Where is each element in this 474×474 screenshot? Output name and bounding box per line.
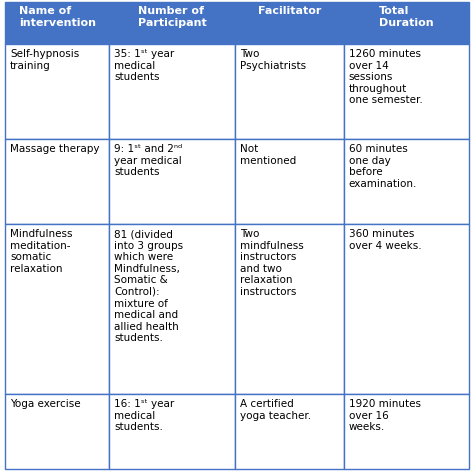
Text: Massage therapy: Massage therapy [10,144,100,154]
Bar [5,394,109,469]
Bar [235,139,344,224]
Bar [235,44,344,139]
Text: Two
mindfulness
instructors
and two
relaxation
instructors: Two mindfulness instructors and two rela… [240,229,303,297]
Bar [5,44,109,139]
Text: Facilitator: Facilitator [257,6,321,16]
Bar [344,2,469,44]
Text: Mindfulness
meditation-
somatic
relaxation: Mindfulness meditation- somatic relaxati… [10,229,73,274]
Text: 9: 1ˢᵗ and 2ⁿᵈ
year medical
students: 9: 1ˢᵗ and 2ⁿᵈ year medical students [114,144,182,177]
Text: Self-hypnosis
training: Self-hypnosis training [10,49,79,71]
Bar [235,224,344,394]
Bar [109,224,235,394]
Text: 81 (divided
into 3 groups
which were
Mindfulness,
Somatic &
Control):
mixture of: 81 (divided into 3 groups which were Min… [114,229,183,343]
Bar [5,224,109,394]
Text: 16: 1ˢᵗ year
medical
students.: 16: 1ˢᵗ year medical students. [114,399,174,432]
Text: 1920 minutes
over 16
weeks.: 1920 minutes over 16 weeks. [349,399,421,432]
Bar [344,394,469,469]
Text: Not
mentioned: Not mentioned [240,144,296,165]
Text: 1260 minutes
over 14
sessions
throughout
one semester.: 1260 minutes over 14 sessions throughout… [349,49,422,105]
Bar [235,2,344,44]
Text: Name of
intervention: Name of intervention [18,6,96,27]
Bar [344,139,469,224]
Bar [109,139,235,224]
Bar [109,2,235,44]
Bar [5,139,109,224]
Bar [344,224,469,394]
Text: Two
Psychiatrists: Two Psychiatrists [240,49,306,71]
Bar [344,44,469,139]
Bar [109,44,235,139]
Text: 35: 1ˢᵗ year
medical
students: 35: 1ˢᵗ year medical students [114,49,174,82]
Text: 360 minutes
over 4 weeks.: 360 minutes over 4 weeks. [349,229,421,251]
Text: Total
Duration: Total Duration [379,6,434,27]
Text: A certified
yoga teacher.: A certified yoga teacher. [240,399,311,420]
Bar [109,394,235,469]
Bar [5,2,109,44]
Bar [235,394,344,469]
Text: Number of
Participant: Number of Participant [137,6,206,27]
Text: 60 minutes
one day
before
examination.: 60 minutes one day before examination. [349,144,417,189]
Text: Yoga exercise: Yoga exercise [10,399,81,409]
